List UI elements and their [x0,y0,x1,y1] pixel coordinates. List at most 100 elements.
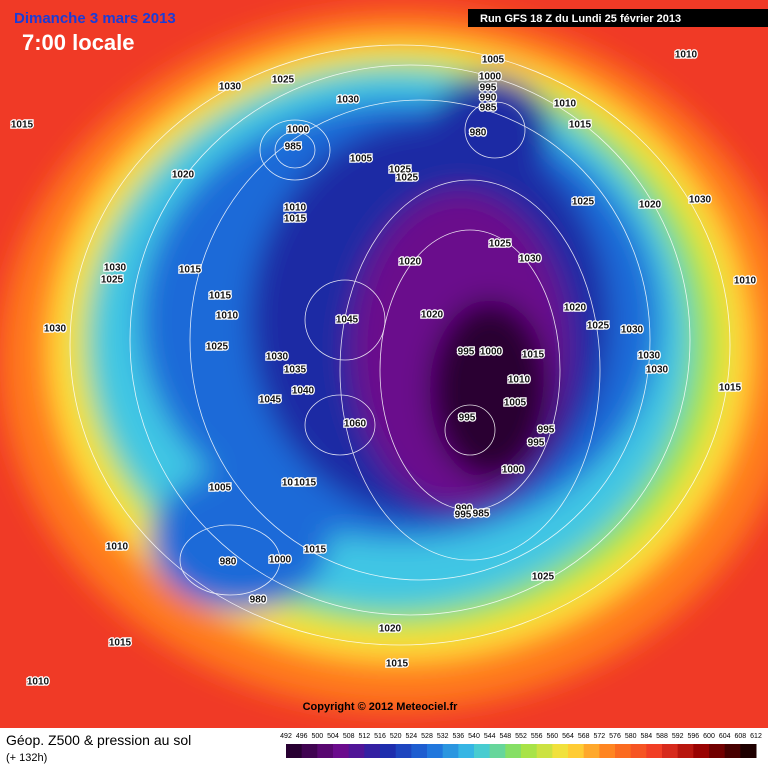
pressure-label: 1020 [564,303,587,314]
pressure-label: 995 [538,425,555,436]
time: 7:00 locale [22,30,135,55]
pressure-label: 1025 [206,342,229,353]
scale-swatch [630,744,647,758]
pressure-label: 1020 [172,170,195,181]
scale-swatch [709,744,726,758]
pressure-label: 1030 [44,324,67,335]
copyright: Copyright © 2012 Meteociel.fr [303,701,459,713]
scale-swatch [442,744,459,758]
pressure-label: 1010 [282,478,305,489]
pressure-label: 1020 [639,200,662,211]
pressure-label: 1015 [386,659,409,670]
scale-swatch [286,744,303,758]
pressure-label: 995 [458,347,475,358]
scale-label: 548 [499,733,511,740]
pressure-label: 1010 [106,542,129,553]
scale-label: 588 [656,733,668,740]
scale-swatch [568,744,585,758]
pressure-label: 1035 [284,365,307,376]
scale-swatch [395,744,412,758]
pressure-label: 1020 [379,624,402,635]
footer-lead: (+ 132h) [6,752,47,764]
pressure-label: 1015 [109,638,132,649]
pressure-label: 1030 [621,325,644,336]
pressure-label: 1000 [269,555,292,566]
pressure-label: 1045 [336,315,359,326]
pressure-label: 1025 [389,165,412,176]
scale-swatch [599,744,616,758]
pressure-label: 1030 [646,365,669,376]
scale-label: 592 [672,733,684,740]
pressure-label: 1010 [284,203,307,214]
pressure-label: 1015 [522,350,545,361]
scale-swatch [411,744,428,758]
pressure-label: 1015 [719,383,742,394]
pressure-label: 1015 [209,291,232,302]
pressure-label: 1010 [734,276,757,287]
scale-label: 544 [484,733,496,740]
scale-label: 584 [640,733,652,740]
pressure-label: 1000 [502,465,525,476]
scale-label: 508 [343,733,355,740]
pressure-label: 1025 [396,173,419,184]
pressure-label: 980 [250,595,267,606]
map: 1015103010251030100510009959909859801010… [0,0,768,728]
pressure-label: 1030 [104,263,127,274]
pressure-label: 1025 [532,572,555,583]
scale-swatch [693,744,710,758]
pressure-label: 1060 [344,419,367,430]
pressure-label: 995 [480,83,497,94]
pressure-label: 985 [480,103,497,114]
scale-label: 512 [358,733,370,740]
scale-label: 504 [327,733,339,740]
pressure-label: 1005 [482,55,505,66]
scale-label: 516 [374,733,386,740]
scale-label: 596 [687,733,699,740]
pressure-label: 985 [285,142,302,153]
pressure-label: 1025 [272,75,295,86]
scale-label: 556 [531,733,543,740]
scale-swatch [301,744,318,758]
pressure-label: 1000 [287,125,310,136]
scale-label: 540 [468,733,480,740]
scale-label: 580 [625,733,637,740]
pressure-label: 1025 [101,275,124,286]
scale-label: 552 [515,733,527,740]
scale-label: 572 [593,733,605,740]
scale-label: 520 [390,733,402,740]
pressure-label: 1015 [179,265,202,276]
scale-label: 528 [421,733,433,740]
pressure-label: 1010 [508,375,531,386]
pressure-label: 1010 [216,311,239,322]
pressure-label: 1005 [504,398,527,409]
scale-label: 524 [405,733,417,740]
pressure-label: 1025 [489,239,512,250]
pressure-label: 980 [220,557,237,568]
pressure-label: 1025 [572,197,595,208]
pressure-label: 1005 [350,154,373,165]
scale-label: 560 [546,733,558,740]
pressure-label: 1000 [480,347,503,358]
scale-swatch [552,744,569,758]
pressure-label: 1030 [519,254,542,265]
scale-swatch [427,744,444,758]
scale-swatch [536,744,553,758]
pressure-label: 1015 [569,120,592,131]
scale-swatch [333,744,350,758]
scale-swatch [615,744,632,758]
date: Dimanche 3 mars 2013 [14,10,176,27]
scale-label: 612 [750,733,762,740]
scale-swatch [662,744,679,758]
pressure-label: 1015 [294,478,317,489]
pressure-label: 1010 [554,99,577,110]
pressure-label: 1010 [675,50,698,61]
pressure-label: 1040 [292,386,315,397]
pressure-label: 1025 [587,321,610,332]
pressure-label: 1030 [638,351,661,362]
scale-swatch [380,744,397,758]
pressure-label: 1030 [337,95,360,106]
pressure-label: 985 [473,509,490,520]
scale-label: 532 [437,733,449,740]
scale-label: 536 [452,733,464,740]
